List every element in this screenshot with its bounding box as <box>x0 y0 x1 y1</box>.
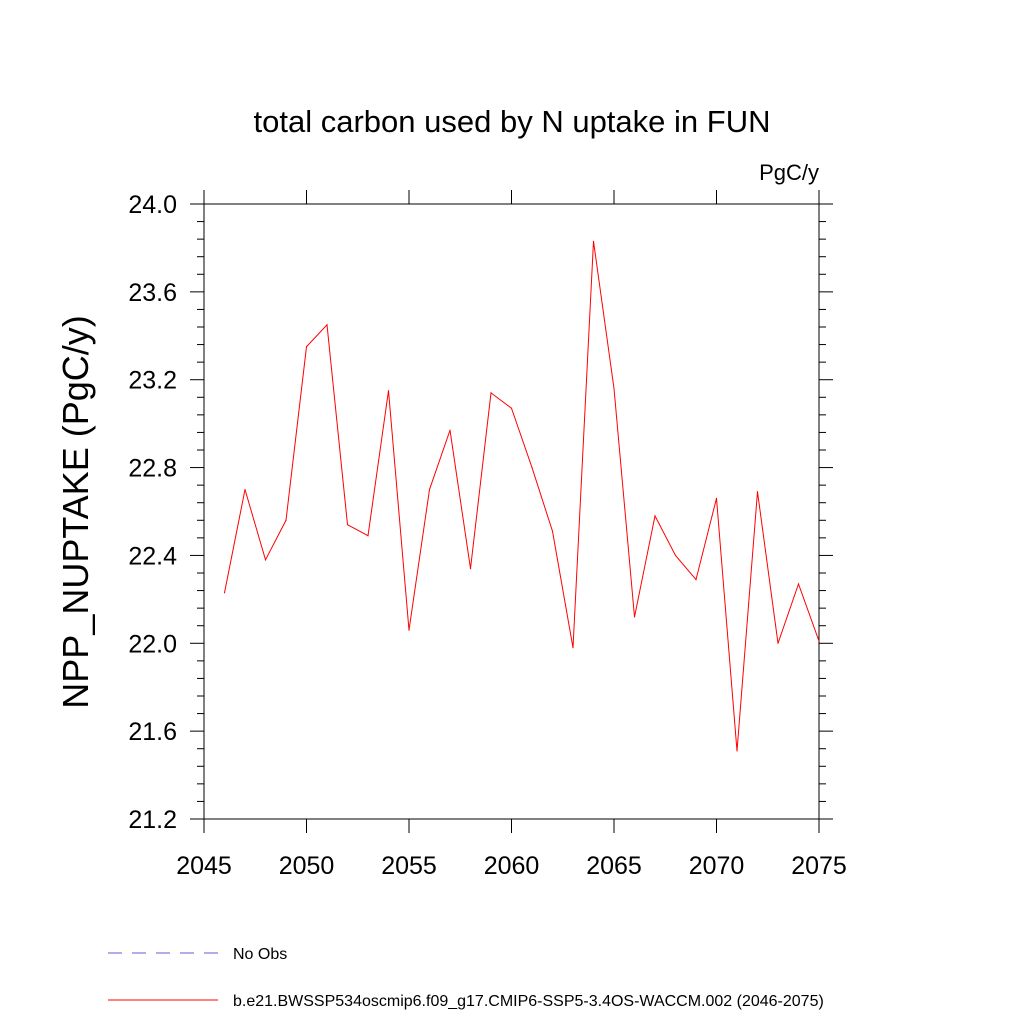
data-point <box>449 429 451 431</box>
y-tick-label: 22.4 <box>128 542 177 570</box>
plot-frame <box>203 203 820 820</box>
data-point <box>531 466 533 469</box>
x-tick-label: 2065 <box>586 852 642 880</box>
data-point <box>613 387 615 390</box>
data-point <box>510 407 513 409</box>
y-axis-label: NPP_NUPTAKE (PgC/y) <box>55 315 96 708</box>
data-point <box>695 578 697 581</box>
data-point <box>818 640 820 642</box>
axis-tick-labels: 21.2 21.6 22.0 22.4 22.8 23.2 23.6 24.0 2045 2050… <box>128 191 846 880</box>
data-point <box>244 488 246 491</box>
data-point <box>305 346 308 348</box>
y-tick-label: 21.6 <box>128 718 177 746</box>
x-tick-label: 2075 <box>791 852 847 880</box>
data-point <box>387 390 390 392</box>
y-tick-label: 24.0 <box>128 191 177 219</box>
data-point <box>551 530 554 532</box>
units-label: PgC/y <box>759 160 819 185</box>
legend-label-no-obs: No Obs <box>233 946 287 963</box>
data-point <box>223 592 226 594</box>
data-point <box>367 535 369 537</box>
data-series <box>223 240 820 752</box>
data-point <box>285 519 287 521</box>
data-point <box>572 647 574 649</box>
x-tick-label: 2070 <box>689 852 745 880</box>
y-tick-label: 22.8 <box>128 455 177 483</box>
x-tick-label: 2045 <box>176 852 232 880</box>
data-point <box>346 524 349 526</box>
data-point <box>490 392 492 394</box>
data-point <box>674 554 677 557</box>
data-point <box>469 568 472 570</box>
x-tick-label: 2055 <box>381 852 437 880</box>
data-point <box>408 629 410 631</box>
legend-label-model: b.e21.BWSSP534oscmip6.f09_g17.CMIP6-SSP5… <box>233 993 824 1010</box>
data-point <box>592 240 595 242</box>
legend: No Obs b.e21.BWSSP534oscmip6.f09_g17.CMI… <box>108 946 824 1010</box>
y-tick-label: 23.6 <box>128 279 177 307</box>
y-tick-label: 21.2 <box>128 806 177 834</box>
series-line <box>224 241 820 751</box>
data-point <box>428 488 431 491</box>
data-point <box>797 583 800 585</box>
data-point <box>264 559 267 561</box>
data-point <box>777 642 779 644</box>
axis-ticks <box>190 190 833 833</box>
chart-title: total carbon used by N uptake in FUN <box>254 104 771 139</box>
data-point <box>654 515 656 517</box>
y-tick-label: 23.2 <box>128 367 177 395</box>
x-tick-label: 2050 <box>279 852 335 880</box>
y-tick-label: 22.0 <box>128 630 177 658</box>
data-point <box>756 491 759 493</box>
data-point <box>715 497 718 499</box>
data-point <box>633 616 636 618</box>
data-point <box>736 750 738 752</box>
data-point <box>326 324 328 326</box>
x-tick-label: 2060 <box>484 852 540 880</box>
